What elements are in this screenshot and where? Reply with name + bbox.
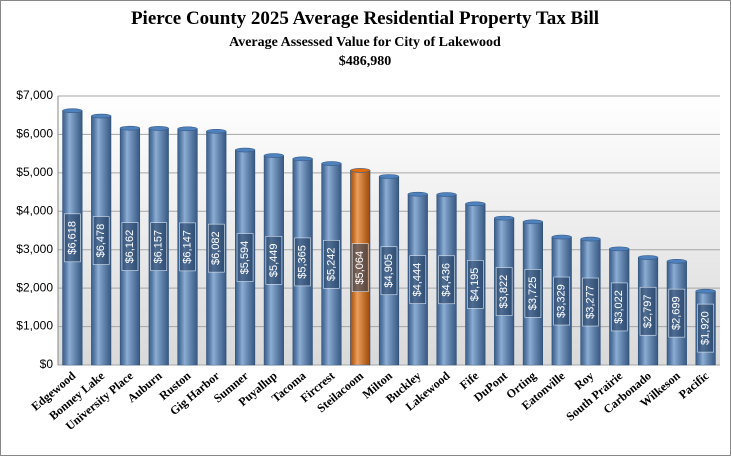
bar-cap — [494, 215, 515, 221]
value-label-box — [639, 286, 657, 336]
value-label-box — [553, 276, 570, 326]
bar-cap — [609, 246, 630, 252]
bar-cap — [177, 126, 198, 132]
chart-subtitle: Average Assessed Value for City of Lakew… — [229, 35, 501, 50]
y-tick-label: $4,000 — [16, 203, 53, 217]
bar-cap — [350, 168, 371, 173]
value-label: $3,725 — [527, 277, 539, 311]
bar-cap — [666, 258, 687, 264]
value-label-box — [610, 282, 628, 332]
value-label: $5,594 — [239, 241, 251, 275]
value-label: $5,365 — [297, 245, 309, 279]
value-label-box — [208, 223, 225, 273]
bar-cap — [378, 174, 400, 179]
value-label-box — [294, 237, 311, 287]
value-label-box — [409, 255, 427, 304]
value-label-box — [236, 233, 254, 282]
bar-cap — [91, 113, 112, 119]
value-label: $6,157 — [153, 230, 165, 264]
bar-cap — [695, 288, 716, 294]
bar-cap — [522, 219, 543, 225]
value-label: $2,699 — [671, 296, 683, 330]
value-label-box — [179, 222, 196, 272]
value-label: $6,162 — [124, 230, 136, 264]
value-label-box — [668, 288, 686, 338]
value-label: $6,478 — [95, 224, 107, 258]
value-label: $4,195 — [469, 268, 481, 302]
value-label: $3,822 — [498, 275, 510, 309]
bar-cap — [206, 128, 227, 134]
bar-cap — [62, 108, 83, 113]
value-label: $6,618 — [66, 221, 78, 255]
value-label-box — [438, 255, 455, 305]
value-label: $4,444 — [412, 263, 424, 297]
value-label-box — [92, 216, 110, 265]
value-label: $6,082 — [210, 231, 222, 265]
y-tick-label: $0 — [40, 357, 54, 371]
bar-cap — [321, 161, 342, 166]
bar-cap — [551, 234, 572, 240]
value-label: $6,147 — [181, 230, 193, 264]
value-label: $3,022 — [613, 290, 625, 324]
bar-cap — [407, 191, 428, 197]
value-label-box — [495, 267, 513, 316]
value-label: $1,920 — [700, 311, 712, 345]
value-label: $5,242 — [325, 247, 337, 281]
value-label: $4,436 — [440, 263, 452, 297]
y-tick-label: $6,000 — [16, 127, 53, 141]
value-label: $4,905 — [383, 254, 395, 288]
y-tick-label: $3,000 — [16, 242, 53, 256]
value-label: $2,797 — [642, 294, 654, 328]
y-tick-label: $1,000 — [16, 319, 53, 333]
value-label-box — [323, 239, 340, 289]
value-label-box — [380, 246, 398, 296]
bar-cap — [263, 153, 284, 158]
bar-cap — [637, 255, 659, 260]
value-label-box — [524, 269, 542, 318]
value-label: $3,329 — [556, 284, 568, 318]
chart-title: Pierce County 2025 Average Residential P… — [131, 8, 599, 29]
bar-cap — [580, 236, 601, 242]
value-label-box — [697, 303, 714, 353]
value-label-box — [582, 277, 599, 327]
value-label-box — [351, 243, 369, 292]
bar-cap — [465, 201, 486, 207]
value-label-box — [467, 260, 484, 309]
value-label-box — [265, 236, 283, 285]
assessed-value: $486,980 — [339, 54, 392, 69]
y-tick-label: $7,000 — [16, 88, 53, 102]
value-label-box — [64, 213, 81, 263]
y-tick-label: $5,000 — [16, 165, 53, 179]
bar-cap — [235, 147, 256, 153]
y-tick-label: $2,000 — [16, 280, 53, 294]
value-label-box — [121, 222, 139, 271]
value-label: $5,449 — [268, 243, 280, 277]
value-label: $5,064 — [354, 251, 366, 285]
bar-cap — [148, 126, 169, 131]
value-label: $3,277 — [584, 285, 596, 319]
bar-cap — [119, 125, 141, 131]
bar-cap — [292, 156, 313, 162]
value-label-box — [150, 222, 168, 271]
bar-cap — [436, 192, 457, 197]
